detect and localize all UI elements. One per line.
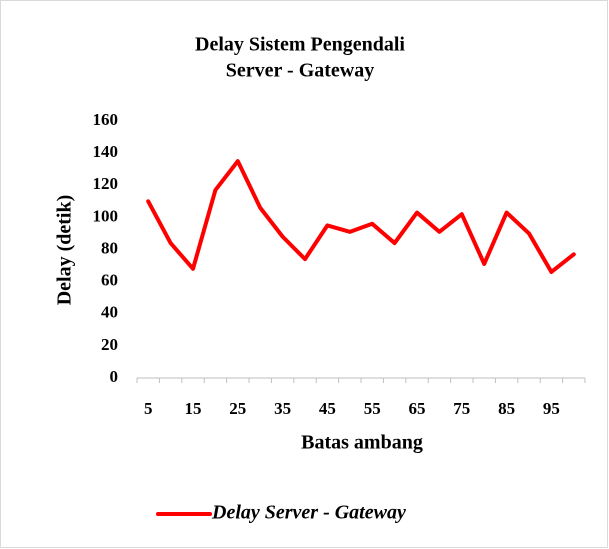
x-tick-label: 25 — [229, 399, 246, 418]
legend-label: Delay Server - Gateway — [211, 502, 406, 524]
x-tick-label: 45 — [319, 399, 336, 418]
x-tick-label: 15 — [185, 399, 202, 418]
y-tick-label: 100 — [93, 206, 119, 225]
x-tick-label: 75 — [453, 399, 470, 418]
y-tick-label: 40 — [101, 303, 118, 322]
y-tick-label: 60 — [101, 271, 118, 290]
y-tick-label: 80 — [101, 238, 118, 257]
x-tick-label: 95 — [543, 399, 560, 418]
x-tick-label: 65 — [409, 399, 426, 418]
y-tick-label: 120 — [93, 174, 119, 193]
chart-title: Server - Gateway — [226, 60, 374, 82]
x-tick-label: 85 — [498, 399, 515, 418]
chart-title: Delay Sistem Pengendali — [195, 34, 405, 56]
x-tick-label: 35 — [274, 399, 291, 418]
y-tick-label: 140 — [93, 142, 119, 161]
data-line — [146, 159, 576, 274]
x-tick-label: 55 — [364, 399, 381, 418]
y-axis-label: Delay (detik) — [54, 195, 76, 306]
y-tick-label: 20 — [101, 335, 118, 354]
y-tick-label: 160 — [93, 110, 119, 129]
x-axis-label: Batas ambang — [301, 432, 423, 454]
x-tick-label: 5 — [144, 399, 153, 418]
y-tick-label: 0 — [110, 367, 119, 386]
